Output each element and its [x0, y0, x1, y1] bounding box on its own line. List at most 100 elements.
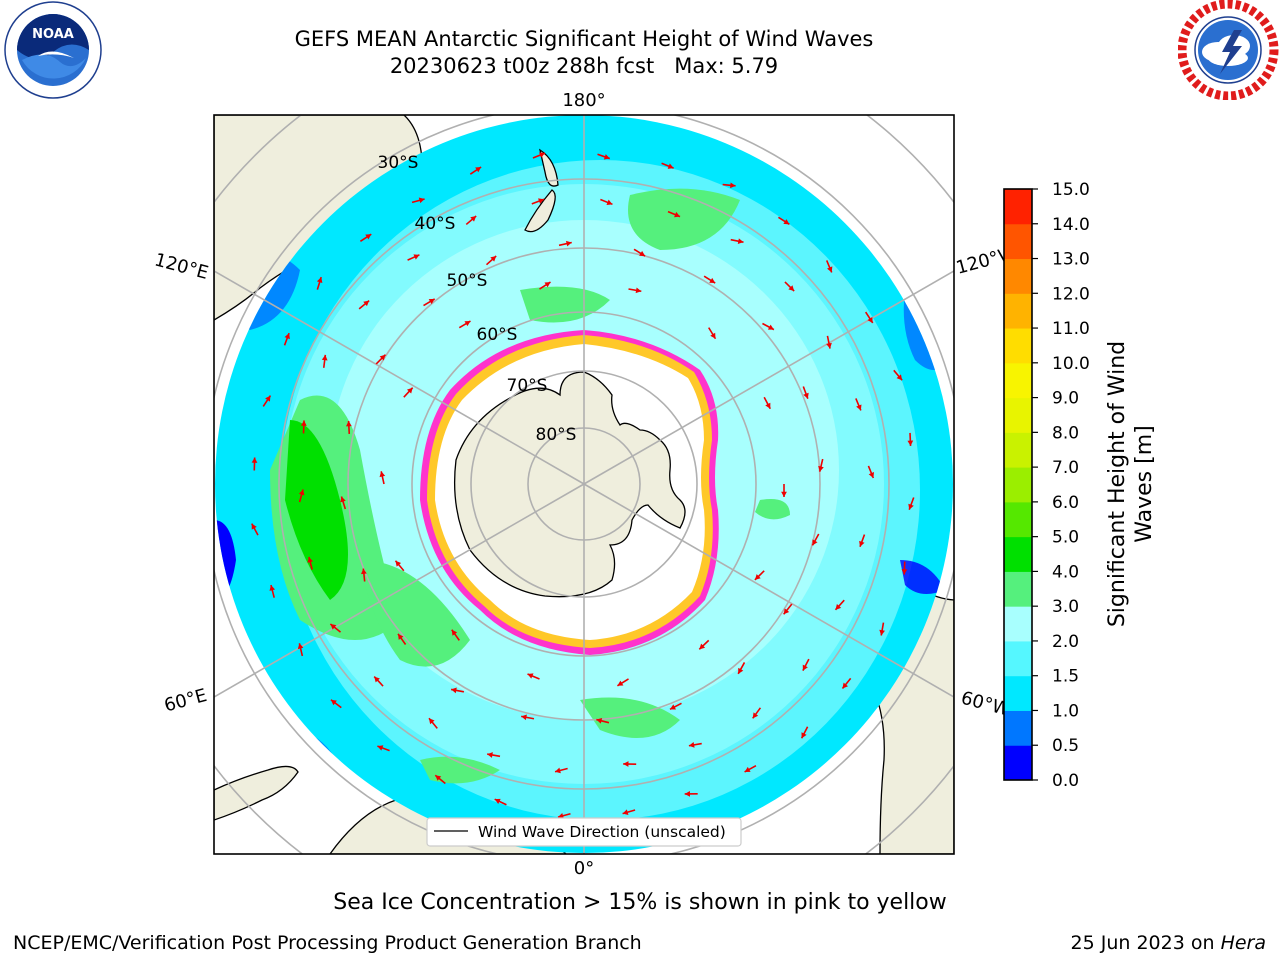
wave-direction-arrowhead [684, 791, 690, 797]
wave-direction-arrowhead [363, 300, 370, 307]
colorbar-tick-label: 11.0 [1052, 319, 1090, 339]
wave-direction-arrowhead [428, 298, 435, 305]
colorbar-segment [1004, 328, 1032, 364]
colorbar-tick-label: 15.0 [1052, 180, 1090, 200]
wave-direction-arrowhead [667, 163, 674, 169]
latitude-labels: 30°S 40°S 50°S 60°S 70°S 80°S [378, 153, 577, 445]
wave-direction-arrowhead [879, 629, 885, 636]
wave-direction-arrowhead [710, 332, 716, 339]
wave-direction-arrowhead [754, 574, 761, 580]
lat-label-60s: 60°S [477, 325, 518, 345]
colorbar-tick-label: 1.5 [1052, 667, 1079, 687]
colorbar-segment [1004, 362, 1032, 399]
wave-direction-arrowhead [842, 682, 849, 689]
wave-direction-arrowhead [544, 282, 551, 288]
colorbar-segment [1004, 397, 1032, 433]
nws-logo [1178, 0, 1279, 100]
wave-direction-arrowhead [321, 354, 328, 361]
wave-direction-arrowhead [767, 324, 774, 330]
wave-direction-arrowhead [818, 465, 824, 472]
footer-host: Hera [1220, 932, 1266, 954]
wave-direction-arrowhead [428, 718, 435, 725]
colorbar-label-line1: Significant Height of Wind [1105, 341, 1130, 627]
new-zealand-land [524, 148, 559, 233]
colorbar-tick-label: 5.0 [1052, 528, 1079, 548]
wave-direction-arrowhead [623, 761, 629, 767]
footer-date-text: 25 Jun 2023 on [1070, 932, 1221, 954]
wave-direction-arrowhead [635, 287, 642, 294]
colorbar-tick-label: 6.0 [1052, 493, 1079, 513]
colorbar-tick-label: 0.5 [1052, 736, 1079, 756]
wave-direction-arrowhead [538, 198, 544, 204]
wave-direction-arrowhead [487, 752, 493, 758]
antarctica-land [453, 371, 686, 598]
lat-label-40s: 40°S [415, 214, 456, 234]
colorbar-segment [1004, 293, 1032, 329]
noaa-logo: NOAA [4, 1, 102, 99]
colorbar [1004, 189, 1032, 781]
wave-direction-arrowhead [374, 676, 380, 683]
map-frame [213, 114, 955, 855]
colorbar-segment [1004, 536, 1032, 572]
wave-direction-arrowhead [827, 266, 833, 273]
wave-direction-arrowhead [867, 316, 873, 323]
colorbar-segment [1004, 467, 1032, 503]
wave-direction-arrowhead [340, 496, 346, 503]
colorbar-tick-label: 0.0 [1052, 771, 1079, 791]
wave-direction-arrowhead [265, 395, 271, 402]
wave-direction-arrowhead [451, 629, 458, 636]
wave-direction-arrowhead [284, 333, 290, 340]
colorbar-segment [1004, 710, 1032, 746]
wave-direction-arrowhead [539, 152, 545, 158]
wave-direction-arrowhead [781, 491, 787, 497]
wave-direction-arrowhead [490, 256, 497, 262]
wave-direction-arrowhead [596, 718, 603, 724]
wave-direction-arrowhead [307, 556, 314, 563]
wave-direction-arrowhead [730, 182, 736, 189]
wave-direction-arrowhead [603, 154, 610, 160]
lon-label-180: 180° [562, 90, 605, 111]
wave-direction-arrowhead [251, 457, 258, 463]
lat-label-70s: 70°S [507, 376, 548, 396]
wave-direction-arrowhead [451, 687, 457, 694]
wave-direction-arrowhead [737, 238, 744, 244]
wave-direction-arrowhead [835, 603, 842, 610]
colorbar-tick-label: 3.0 [1052, 597, 1079, 617]
colorbar-segment [1004, 258, 1032, 294]
wave-direction-arrowhead [435, 775, 442, 781]
wave-direction-arrowhead [395, 560, 402, 567]
wave-direction-arrowhead [470, 216, 477, 222]
wave-direction-arrowhead [709, 277, 716, 284]
wave-direction-arrowhead [868, 472, 875, 479]
wave-direction-arrowhead [908, 503, 914, 510]
colorbar-segment [1004, 606, 1032, 642]
colorbar-segment [1004, 745, 1032, 781]
lat-label-50s: 50°S [447, 271, 488, 291]
wave-direction-arrowhead [738, 667, 744, 674]
colorbar-ticks: 0.0 0.5 1.0 1.5 2.0 3.0 4.0 5.0 6.0 7.0 8.0 9.0 10.0… [1032, 180, 1090, 791]
wave-direction-arrowhead [379, 354, 386, 361]
wave-direction-arrowhead [527, 673, 534, 679]
colorbar-tick-label: 7.0 [1052, 458, 1079, 478]
chart-subtitle: 20230623 t00z 288h fcst Max: 5.79 [389, 54, 779, 78]
colorbar-label-line2: Waves [m] [1132, 425, 1157, 542]
wave-direction-arrowhead [316, 277, 323, 284]
colorbar-tick-label: 12.0 [1052, 284, 1090, 304]
colorbar-segment [1004, 223, 1032, 260]
wave-direction-arrowhead [398, 633, 404, 640]
colorbar-segment [1004, 432, 1032, 468]
wave-direction-arrowhead [494, 798, 501, 805]
wave-direction-arrowhead [826, 342, 832, 349]
colorbar-tick-label: 1.0 [1052, 701, 1079, 721]
colorbar-segment [1004, 675, 1032, 711]
wave-direction-arrowhead [464, 321, 471, 327]
wave-direction-arrowhead [622, 809, 629, 815]
wave-direction-arrowhead [565, 240, 572, 247]
wave-direction-arrowhead [639, 250, 646, 257]
lat-label-30s: 30°S [378, 153, 419, 173]
colorbar-segment [1004, 571, 1032, 607]
wave-direction-arrowhead [803, 392, 809, 399]
wave-direction-arrowhead [330, 624, 337, 630]
legend-text: Wind Wave Direction (unscaled) [478, 823, 726, 841]
colorbar-tick-label: 14.0 [1052, 215, 1090, 235]
